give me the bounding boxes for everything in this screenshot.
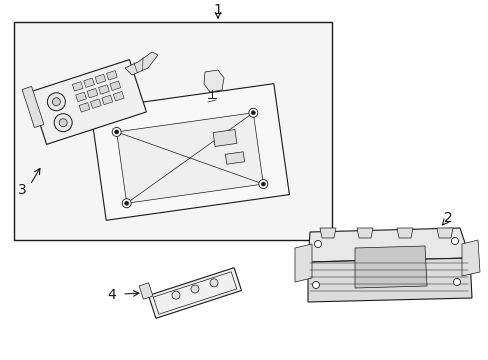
Circle shape — [191, 285, 199, 293]
Polygon shape — [148, 268, 241, 318]
Polygon shape — [139, 283, 153, 299]
Polygon shape — [113, 91, 124, 101]
Circle shape — [251, 111, 255, 115]
Polygon shape — [102, 95, 112, 105]
Circle shape — [450, 238, 458, 244]
Circle shape — [258, 180, 267, 189]
Text: 3: 3 — [18, 183, 26, 197]
Text: 4: 4 — [107, 288, 116, 302]
Polygon shape — [396, 228, 412, 238]
Circle shape — [52, 98, 60, 106]
Text: 1: 1 — [213, 3, 222, 17]
Circle shape — [54, 114, 72, 132]
Circle shape — [312, 282, 319, 288]
Polygon shape — [29, 60, 146, 144]
Polygon shape — [225, 152, 244, 164]
Polygon shape — [106, 71, 117, 80]
Polygon shape — [90, 99, 101, 108]
Polygon shape — [213, 130, 236, 147]
Polygon shape — [354, 246, 426, 288]
Circle shape — [248, 108, 257, 117]
Bar — [14, 22, 331, 240]
Circle shape — [47, 93, 65, 111]
Circle shape — [114, 130, 119, 134]
Polygon shape — [83, 78, 94, 87]
Circle shape — [124, 201, 128, 205]
Polygon shape — [436, 228, 452, 238]
Circle shape — [122, 199, 131, 208]
Polygon shape — [307, 228, 469, 262]
Polygon shape — [90, 84, 289, 220]
Polygon shape — [76, 92, 86, 102]
Circle shape — [209, 279, 218, 287]
Circle shape — [112, 127, 121, 136]
Polygon shape — [110, 81, 121, 90]
Polygon shape — [72, 82, 83, 91]
Circle shape — [261, 182, 265, 186]
Polygon shape — [356, 228, 372, 238]
Polygon shape — [307, 258, 471, 302]
Polygon shape — [99, 85, 109, 94]
Circle shape — [172, 291, 180, 299]
Polygon shape — [294, 244, 311, 282]
Text: 2: 2 — [443, 211, 451, 225]
Circle shape — [314, 240, 321, 248]
Circle shape — [59, 119, 67, 127]
Polygon shape — [117, 113, 263, 203]
Polygon shape — [95, 74, 106, 84]
Polygon shape — [461, 240, 479, 276]
Polygon shape — [79, 103, 90, 112]
Polygon shape — [125, 52, 158, 75]
Polygon shape — [319, 228, 335, 238]
Polygon shape — [22, 86, 44, 127]
Polygon shape — [87, 89, 98, 98]
Circle shape — [452, 279, 460, 285]
Polygon shape — [203, 70, 224, 92]
